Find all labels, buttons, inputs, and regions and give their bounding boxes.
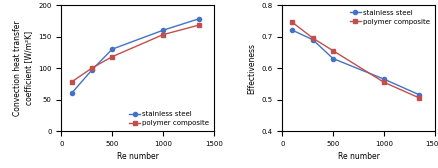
- Line: polymer composite: polymer composite: [69, 23, 200, 84]
- polymer composite: [160, 34, 165, 36]
- stainless steel: [89, 69, 94, 71]
- X-axis label: Re number: Re number: [117, 152, 158, 161]
- polymer composite: [195, 24, 201, 26]
- polymer composite: [416, 97, 421, 99]
- polymer composite: [289, 21, 294, 23]
- Line: stainless steel: stainless steel: [69, 17, 200, 95]
- Line: stainless steel: stainless steel: [290, 28, 420, 97]
- polymer composite: [69, 81, 74, 83]
- stainless steel: [330, 58, 335, 60]
- stainless steel: [380, 78, 385, 80]
- polymer composite: [309, 37, 314, 39]
- stainless steel: [416, 94, 421, 96]
- Y-axis label: Convection heat transfer
coefficient [W/m²K]: Convection heat transfer coefficient [W/…: [13, 20, 32, 116]
- polymer composite: [330, 50, 335, 52]
- stainless steel: [160, 29, 165, 31]
- stainless steel: [195, 18, 201, 20]
- polymer composite: [89, 67, 94, 69]
- polymer composite: [110, 56, 115, 58]
- X-axis label: Re number: Re number: [337, 152, 378, 161]
- Line: polymer composite: polymer composite: [290, 20, 420, 100]
- Legend: stainless steel, polymer composite: stainless steel, polymer composite: [348, 9, 430, 26]
- Y-axis label: Effectiveness: Effectiveness: [246, 43, 255, 94]
- stainless steel: [289, 29, 294, 31]
- stainless steel: [69, 92, 74, 94]
- stainless steel: [110, 48, 115, 50]
- polymer composite: [380, 81, 385, 83]
- Legend: stainless steel, polymer composite: stainless steel, polymer composite: [128, 110, 210, 128]
- stainless steel: [309, 39, 314, 41]
